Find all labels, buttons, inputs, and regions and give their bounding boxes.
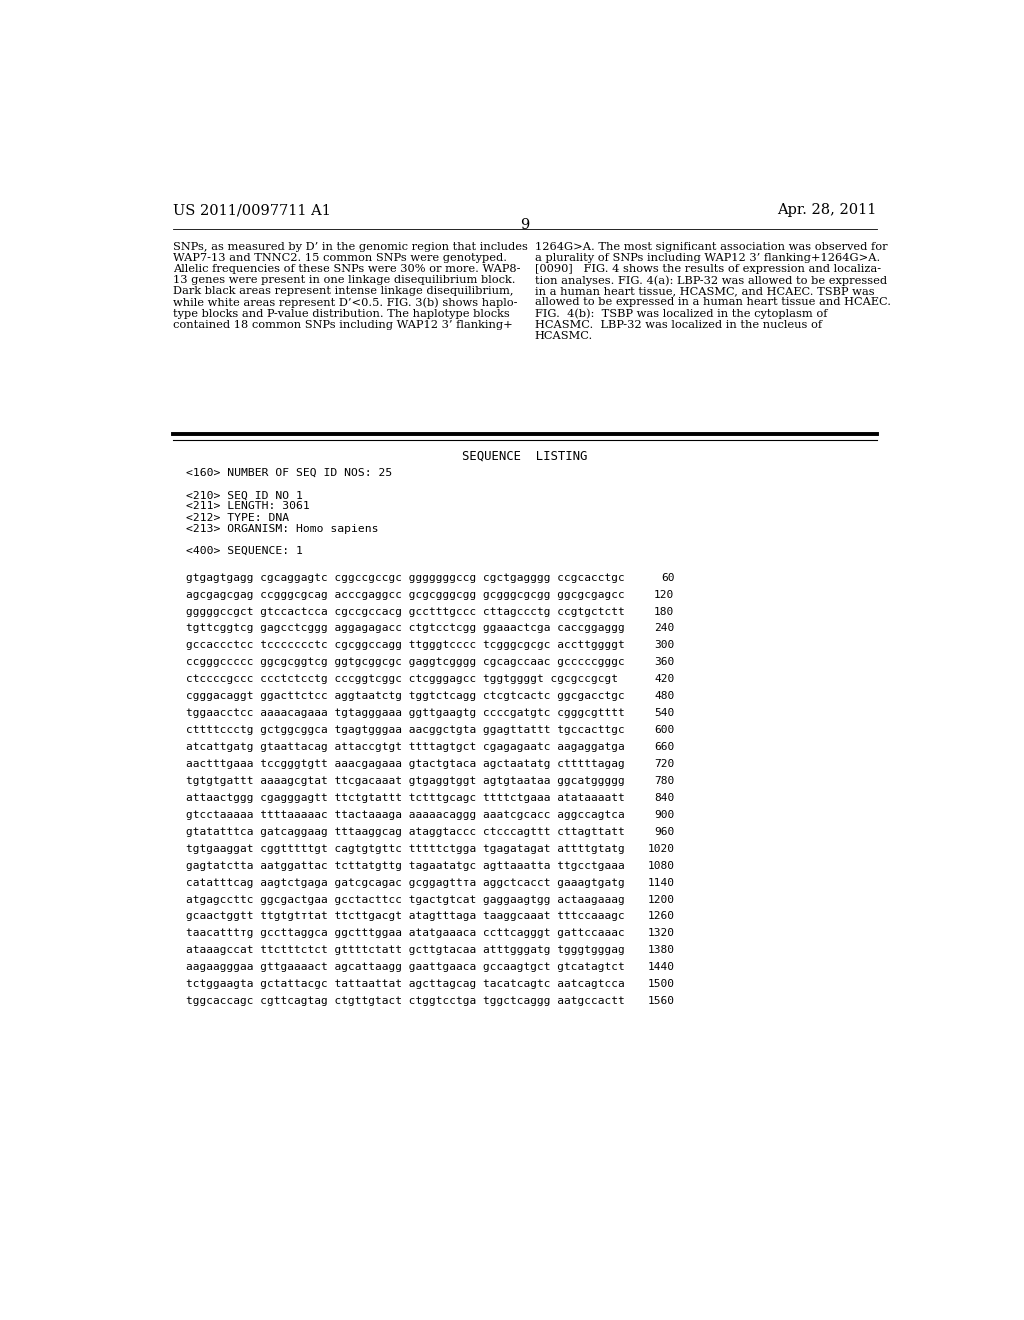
Text: tgtgtgattt aaaagcgtat ttcgacaaat gtgaggtggt agtgtaataa ggcatggggg: tgtgtgattt aaaagcgtat ttcgacaaat gtgaggt… bbox=[186, 776, 625, 785]
Text: 1440: 1440 bbox=[647, 962, 675, 973]
Text: 1500: 1500 bbox=[647, 979, 675, 989]
Text: <210> SEQ ID NO 1: <210> SEQ ID NO 1 bbox=[186, 490, 303, 500]
Text: cttttccctg gctggcggca tgagtgggaa aacggctgta ggagttattt tgccacttgc: cttttccctg gctggcggca tgagtgggaa aacggct… bbox=[186, 725, 625, 735]
Text: SEQUENCE  LISTING: SEQUENCE LISTING bbox=[462, 449, 588, 462]
Text: 1080: 1080 bbox=[647, 861, 675, 871]
Text: gcaactggtt ttgtgtтtat ttcttgacgt atagtttaga taaggcaaat tttccaaagc: gcaactggtt ttgtgtтtat ttcttgacgt atagttt… bbox=[186, 911, 625, 921]
Text: US 2011/0097711 A1: US 2011/0097711 A1 bbox=[173, 203, 331, 216]
Text: contained 18 common SNPs including WAP12 3’ flanking+: contained 18 common SNPs including WAP12… bbox=[173, 319, 513, 330]
Text: gccaccctcc tccccccctc cgcggccagg ttgggtcccc tcgggcgcgc accttggggt: gccaccctcc tccccccctc cgcggccagg ttgggtc… bbox=[186, 640, 625, 651]
Text: 1320: 1320 bbox=[647, 928, 675, 939]
Text: tion analyses. FIG. 4(a): LBP-32 was allowed to be expressed: tion analyses. FIG. 4(a): LBP-32 was all… bbox=[535, 275, 887, 285]
Text: gtgagtgagg cgcaggagtc cggccgccgc gggggggccg cgctgagggg ccgcacctgc: gtgagtgagg cgcaggagtc cggccgccgc ggggggg… bbox=[186, 573, 625, 582]
Text: 1200: 1200 bbox=[647, 895, 675, 904]
Text: gggggccgct gtccactcca cgccgccacg gcctttgccc cttagccctg ccgtgctctt: gggggccgct gtccactcca cgccgccacg gcctttg… bbox=[186, 607, 625, 616]
Text: 1264G>A. The most significant association was observed for: 1264G>A. The most significant associatio… bbox=[535, 242, 888, 252]
Text: 840: 840 bbox=[654, 793, 675, 803]
Text: 180: 180 bbox=[654, 607, 675, 616]
Text: gtatatttca gatcaggaag tttaaggcag ataggtaccc ctcccagttt cttagttatt: gtatatttca gatcaggaag tttaaggcag ataggta… bbox=[186, 826, 625, 837]
Text: <211> LENGTH: 3061: <211> LENGTH: 3061 bbox=[186, 502, 310, 511]
Text: <212> TYPE: DNA: <212> TYPE: DNA bbox=[186, 512, 289, 523]
Text: 540: 540 bbox=[654, 708, 675, 718]
Text: 420: 420 bbox=[654, 675, 675, 684]
Text: gagtatctta aatggattac tcttatgttg tagaatatgc agttaaatta ttgcctgaaa: gagtatctta aatggattac tcttatgttg tagaata… bbox=[186, 861, 625, 871]
Text: 660: 660 bbox=[654, 742, 675, 752]
Text: a plurality of SNPs including WAP12 3’ flanking+1264G>A.: a plurality of SNPs including WAP12 3’ f… bbox=[535, 252, 880, 263]
Text: in a human heart tissue, HCASMC, and HCAEC. TSBP was: in a human heart tissue, HCASMC, and HCA… bbox=[535, 286, 874, 296]
Text: 60: 60 bbox=[660, 573, 675, 582]
Text: ctccccgccc ccctctcctg cccggtcggc ctcgggagcc tggtggggt cgcgccgcgt: ctccccgccc ccctctcctg cccggtcggc ctcggga… bbox=[186, 675, 618, 684]
Text: 900: 900 bbox=[654, 810, 675, 820]
Text: FIG.  4(b):  TSBP was localized in the cytoplasm of: FIG. 4(b): TSBP was localized in the cyt… bbox=[535, 309, 827, 319]
Text: gtcctaaaaa ttttaaaaac ttactaaaga aaaaacaggg aaatcgcacc aggccagtca: gtcctaaaaa ttttaaaaac ttactaaaga aaaaaca… bbox=[186, 810, 625, 820]
Text: catatttcag aagtctgaga gatcgcagac gcggagttта aggctcacct gaaagtgatg: catatttcag aagtctgaga gatcgcagac gcggagt… bbox=[186, 878, 625, 887]
Text: <160> NUMBER OF SEQ ID NOS: 25: <160> NUMBER OF SEQ ID NOS: 25 bbox=[186, 469, 392, 478]
Text: allowed to be expressed in a human heart tissue and HCAEC.: allowed to be expressed in a human heart… bbox=[535, 297, 891, 308]
Text: 9: 9 bbox=[520, 218, 529, 232]
Text: tggaacctcc aaaacagaaa tgtagggaaa ggttgaagtg ccccgatgtc cgggcgtttt: tggaacctcc aaaacagaaa tgtagggaaa ggttgaa… bbox=[186, 708, 625, 718]
Text: tgtgaaggat cggtttttgt cagtgtgttc tttttctgga tgagatagat attttgtatg: tgtgaaggat cggtttttgt cagtgtgttc tttttct… bbox=[186, 843, 625, 854]
Text: 960: 960 bbox=[654, 826, 675, 837]
Text: atcattgatg gtaattacag attaccgtgt ttttagtgct cgagagaatc aagaggatga: atcattgatg gtaattacag attaccgtgt ttttagt… bbox=[186, 742, 625, 752]
Text: 120: 120 bbox=[654, 590, 675, 599]
Text: ataaagccat ttctttctct gttttctatt gcttgtacaa atttgggatg tgggtgggag: ataaagccat ttctttctct gttttctatt gcttgta… bbox=[186, 945, 625, 956]
Text: 600: 600 bbox=[654, 725, 675, 735]
Text: 300: 300 bbox=[654, 640, 675, 651]
Text: 1380: 1380 bbox=[647, 945, 675, 956]
Text: attaactggg cgagggagtt ttctgtattt tctttgcagc ttttctgaaa atataaaatt: attaactggg cgagggagtt ttctgtattt tctttgc… bbox=[186, 793, 625, 803]
Text: aactttgaaa tccgggtgtt aaacgagaaa gtactgtaca agctaatatg ctttttagag: aactttgaaa tccgggtgtt aaacgagaaa gtactgt… bbox=[186, 759, 625, 770]
Text: 720: 720 bbox=[654, 759, 675, 770]
Text: <400> SEQUENCE: 1: <400> SEQUENCE: 1 bbox=[186, 546, 303, 556]
Text: Dark black areas represent intense linkage disequilibrium,: Dark black areas represent intense linka… bbox=[173, 286, 513, 296]
Text: tggcaccagc cgttcagtag ctgttgtact ctggtcctga tggctcaggg aatgccactt: tggcaccagc cgttcagtag ctgttgtact ctggtcc… bbox=[186, 997, 625, 1006]
Text: tctggaagta gctattacgc tattaattat agcttagcag tacatcagtc aatcagtcca: tctggaagta gctattacgc tattaattat agcttag… bbox=[186, 979, 625, 989]
Text: HCASMC.: HCASMC. bbox=[535, 331, 593, 341]
Text: HCASMC.  LBP-32 was localized in the nucleus of: HCASMC. LBP-32 was localized in the nucl… bbox=[535, 319, 822, 330]
Text: 1140: 1140 bbox=[647, 878, 675, 887]
Text: aagaagggaa gttgaaaact agcattaagg gaattgaaca gccaagtgct gtcatagtct: aagaagggaa gttgaaaact agcattaagg gaattga… bbox=[186, 962, 625, 973]
Text: 13 genes were present in one linkage disequilibrium block.: 13 genes were present in one linkage dis… bbox=[173, 275, 515, 285]
Text: atgagccttc ggcgactgaa gcctacttcc tgactgtcat gaggaagtgg actaagaaag: atgagccttc ggcgactgaa gcctacttcc tgactgt… bbox=[186, 895, 625, 904]
Text: 480: 480 bbox=[654, 692, 675, 701]
Text: ccgggccccc ggcgcggtcg ggtgcggcgc gaggtcgggg cgcagccaac gcccccgggc: ccgggccccc ggcgcggtcg ggtgcggcgc gaggtcg… bbox=[186, 657, 625, 668]
Text: 1560: 1560 bbox=[647, 997, 675, 1006]
Text: 240: 240 bbox=[654, 623, 675, 634]
Text: SNPs, as measured by D’ in the genomic region that includes: SNPs, as measured by D’ in the genomic r… bbox=[173, 242, 527, 252]
Text: taacatttтg gccttaggca ggctttggaa atatgaaaca ccttcagggt gattccaaac: taacatttтg gccttaggca ggctttggaa atatgaa… bbox=[186, 928, 625, 939]
Text: Allelic frequencies of these SNPs were 30% or more. WAP8-: Allelic frequencies of these SNPs were 3… bbox=[173, 264, 520, 273]
Text: <213> ORGANISM: Homo sapiens: <213> ORGANISM: Homo sapiens bbox=[186, 524, 379, 533]
Text: tgttcggtcg gagcctcggg aggagagacc ctgtcctcgg ggaaactcga caccggaggg: tgttcggtcg gagcctcggg aggagagacc ctgtcct… bbox=[186, 623, 625, 634]
Text: type blocks and P-value distribution. The haplotype blocks: type blocks and P-value distribution. Th… bbox=[173, 309, 510, 318]
Text: 1260: 1260 bbox=[647, 911, 675, 921]
Text: Apr. 28, 2011: Apr. 28, 2011 bbox=[777, 203, 877, 216]
Text: agcgagcgag ccgggcgcag acccgaggcc gcgcgggcgg gcgggcgcgg ggcgcgagcc: agcgagcgag ccgggcgcag acccgaggcc gcgcggg… bbox=[186, 590, 625, 599]
Text: while white areas represent D’<0.5. FIG. 3(b) shows haplo-: while white areas represent D’<0.5. FIG.… bbox=[173, 297, 517, 308]
Text: WAP7-13 and TNNC2. 15 common SNPs were genotyped.: WAP7-13 and TNNC2. 15 common SNPs were g… bbox=[173, 252, 507, 263]
Text: [0090]   FIG. 4 shows the results of expression and localiza-: [0090] FIG. 4 shows the results of expre… bbox=[535, 264, 881, 273]
Text: 780: 780 bbox=[654, 776, 675, 785]
Text: 1020: 1020 bbox=[647, 843, 675, 854]
Text: 360: 360 bbox=[654, 657, 675, 668]
Text: cgggacaggt ggacttctcc aggtaatctg tggtctcagg ctcgtcactc ggcgacctgc: cgggacaggt ggacttctcc aggtaatctg tggtctc… bbox=[186, 692, 625, 701]
